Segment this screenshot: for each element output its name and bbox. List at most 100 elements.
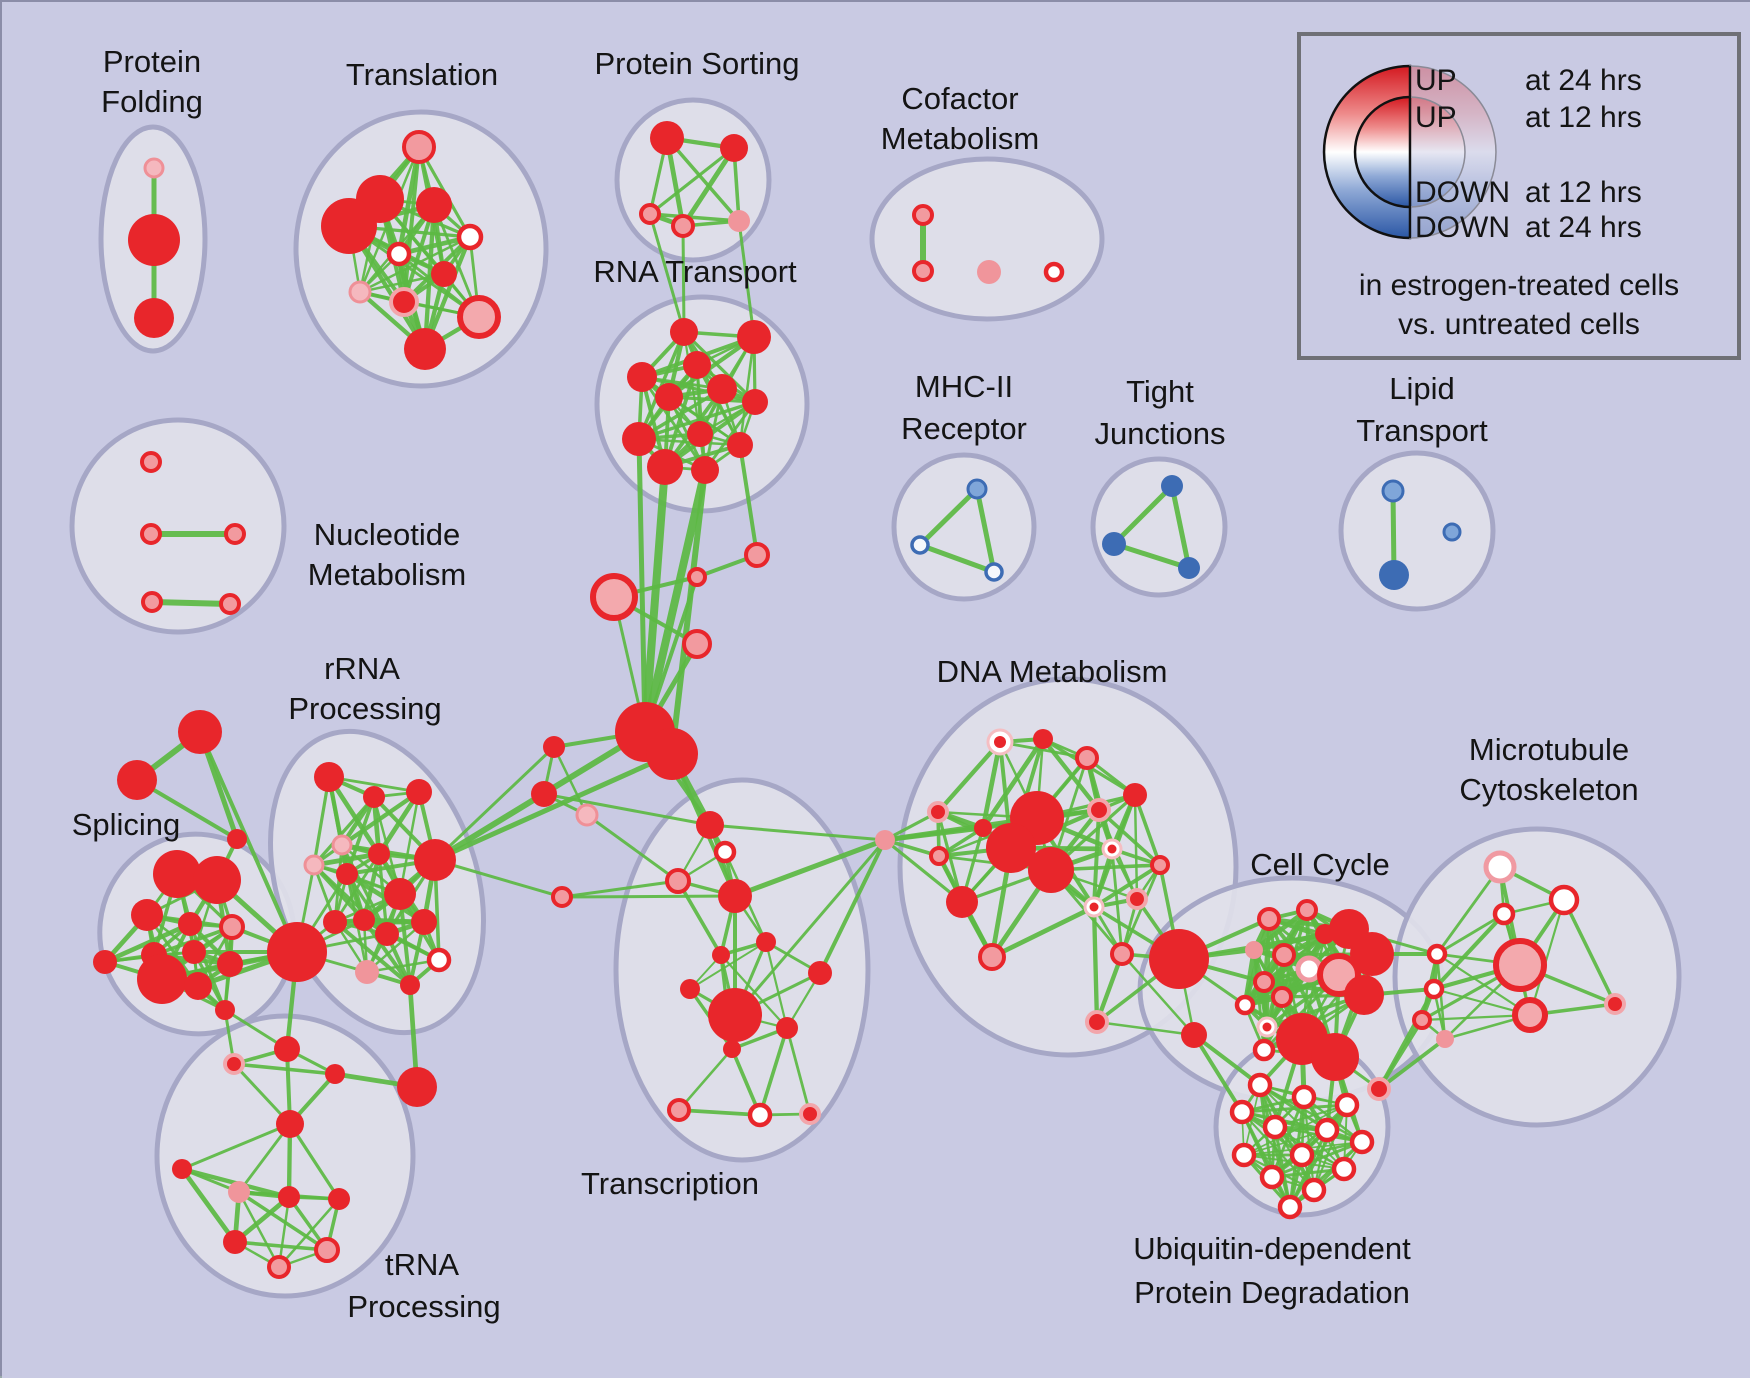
node <box>927 801 949 823</box>
node <box>691 456 719 484</box>
node <box>680 979 700 999</box>
edge <box>764 940 789 1030</box>
edge <box>1094 951 1125 1025</box>
node <box>1181 1022 1207 1048</box>
edge <box>636 436 648 735</box>
node <box>713 840 737 864</box>
node <box>1412 1010 1432 1030</box>
node <box>1367 1077 1391 1101</box>
node <box>172 1159 192 1179</box>
edge <box>733 838 887 1017</box>
edge <box>198 730 299 954</box>
edge <box>1528 898 1566 1017</box>
node <box>355 960 379 984</box>
node <box>336 863 358 885</box>
edge <box>1111 541 1192 571</box>
node <box>219 914 245 940</box>
node <box>314 762 344 792</box>
node <box>986 823 1036 873</box>
edge <box>560 894 737 899</box>
node <box>929 846 949 866</box>
rrna-processing-label-line2: Processing <box>288 691 441 726</box>
node <box>712 946 730 964</box>
edge <box>233 1240 329 1252</box>
node <box>457 295 501 339</box>
node-core <box>994 736 1006 748</box>
edge <box>1435 952 1532 1017</box>
node <box>1493 938 1547 992</box>
node <box>1314 1117 1340 1143</box>
node <box>1436 1030 1454 1048</box>
edge <box>1091 904 1100 1025</box>
edge <box>232 1062 337 1076</box>
node <box>1291 1084 1317 1110</box>
node <box>1350 932 1394 976</box>
edge <box>1435 865 1502 956</box>
node <box>219 593 241 615</box>
node <box>416 187 452 223</box>
edge <box>333 843 344 924</box>
node <box>363 786 385 808</box>
node <box>128 214 180 266</box>
node <box>321 198 377 254</box>
edge <box>738 335 756 447</box>
rrna-processing-ellipse <box>268 728 486 1036</box>
legend-inner-left-12h-icon <box>1353 95 1412 209</box>
node <box>375 922 399 946</box>
microtubule-cytoskeleton-label-line2: Cytoskeleton <box>1459 772 1638 807</box>
node <box>912 260 934 282</box>
edge <box>758 1026 789 1117</box>
legend-row-down-24-direction: DOWN <box>1415 211 1510 244</box>
node <box>274 1036 300 1062</box>
tight-junctions-label-line1: Tight <box>1126 374 1194 409</box>
rna-transport-label-line1: RNA Transport <box>593 254 797 289</box>
node <box>1423 978 1445 1000</box>
node <box>1604 993 1626 1015</box>
node <box>223 1230 247 1254</box>
node <box>984 562 1004 582</box>
node <box>1178 557 1200 579</box>
edge <box>883 838 964 904</box>
node <box>426 947 452 973</box>
node <box>977 260 1001 284</box>
node <box>708 988 762 1042</box>
node <box>1271 986 1293 1008</box>
node <box>1381 479 1405 503</box>
edge <box>681 224 686 334</box>
edge <box>680 145 737 229</box>
nucleotide-metabolism-label-line2: Metabolism <box>308 557 467 592</box>
node <box>639 203 661 225</box>
edge <box>917 542 997 575</box>
edge <box>1097 808 1162 867</box>
node <box>742 389 768 415</box>
edge <box>1120 952 1196 1037</box>
node <box>551 886 573 908</box>
node-core <box>1262 1022 1272 1032</box>
node <box>646 728 698 780</box>
mhc-ii-receptor-label-line1: MHC-II <box>915 369 1013 404</box>
transcription-label-line1: Transcription <box>581 1166 759 1201</box>
edge <box>677 1047 734 1112</box>
node <box>622 422 656 456</box>
edge <box>1262 967 1311 1052</box>
protein-sorting-label-line1: Protein Sorting <box>594 46 799 81</box>
node <box>737 320 771 354</box>
node <box>667 1098 691 1122</box>
node <box>744 542 770 568</box>
node <box>1075 746 1099 770</box>
node-core <box>1107 844 1117 854</box>
edge <box>1092 863 1162 909</box>
node <box>1229 1099 1255 1125</box>
protein-folding-label-line1: Protein <box>103 44 201 79</box>
edge <box>1288 1140 1364 1209</box>
node <box>799 1103 821 1125</box>
node-core <box>1089 902 1099 912</box>
edge <box>1092 808 1101 909</box>
edge <box>1377 1037 1447 1091</box>
edge <box>703 400 757 472</box>
node <box>727 432 753 458</box>
lipid-transport-label-line1: Lipid <box>1389 371 1455 406</box>
edge <box>785 1026 812 1116</box>
node <box>1247 1072 1273 1098</box>
